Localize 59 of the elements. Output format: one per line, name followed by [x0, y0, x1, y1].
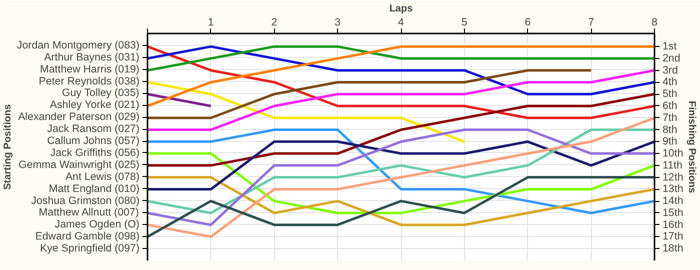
line-series	[148, 92, 654, 167]
y2-tick-label: 1st	[662, 40, 677, 53]
y2-tick-label: 6th	[662, 100, 678, 112]
line-series	[148, 45, 654, 108]
text: Starting Positions	[2, 104, 14, 190]
x-axis-title: Laps	[389, 4, 414, 14]
x-tick-label: 4	[398, 16, 404, 28]
category-label: Matthew Harris (019)	[40, 63, 140, 76]
category-label: Arthur Baynes (031)	[44, 51, 140, 64]
x-tick-label: 5	[461, 16, 468, 28]
y2-tick-label: 10th	[662, 148, 684, 160]
category-label: Peter Reynolds (038)	[38, 75, 140, 88]
y2-tick-label: 9th	[662, 136, 678, 148]
line-series	[148, 69, 654, 132]
y2-tick-label: 12th	[662, 171, 684, 184]
line-series	[148, 80, 466, 143]
line-series	[148, 69, 592, 120]
y2-tick-label: 2nd	[662, 52, 680, 64]
category-label: Matthew Allnutt (007)	[38, 206, 139, 219]
line-series	[148, 176, 654, 238]
y2-tick-label: 14th	[662, 195, 684, 208]
x-tick-label: 8	[652, 16, 658, 28]
y2-tick-label: 5th	[662, 88, 678, 100]
category-label: Matt England (010)	[48, 182, 140, 195]
x-tick-label: 6	[524, 16, 531, 28]
category-label: Edward Gamble (098)	[35, 230, 140, 243]
category-label: Ashley Yorke (021)	[50, 99, 140, 112]
y2-tick-label: 11th	[662, 159, 683, 172]
category-label: Alexander Paterson (029)	[18, 111, 140, 124]
line-series	[148, 116, 654, 238]
category-label: Callum Johns (057)	[47, 135, 140, 148]
category-label: Ant Lewis (078)	[65, 170, 140, 183]
y2-tick-label: 15th	[662, 206, 684, 219]
y2-tick-label: 3rd	[662, 64, 678, 76]
x-tick-label: 2	[271, 16, 278, 28]
category-label: James Ogden (O)	[54, 218, 140, 231]
line-series	[148, 45, 654, 96]
y2-tick-label: 8th	[662, 124, 678, 136]
category-label: Joshua Grimston (080)	[31, 194, 140, 207]
category-label: Jack Griffiths (056)	[50, 146, 140, 159]
line-series	[148, 176, 654, 226]
category-label: Jordan Montgomery (083)	[16, 39, 140, 52]
category-label: Jack Ransom (027)	[47, 123, 140, 136]
category-label: Gemma Wainwright (025)	[18, 158, 140, 171]
line-series	[148, 152, 654, 214]
x-tick-label: 1	[208, 16, 214, 28]
y2-tick-label: 13th	[662, 183, 684, 196]
line-series	[148, 45, 654, 120]
y2-tick-label: 17th	[662, 230, 684, 243]
y2-tick-label: 16th	[662, 218, 684, 231]
y2-tick-label: 4th	[662, 76, 678, 88]
x-tick-label: 7	[588, 16, 594, 28]
y2-axis-title: Finishing Positions	[686, 100, 698, 194]
line-series	[148, 140, 654, 190]
y2-tick-label: 7th	[662, 112, 678, 124]
category-label: Guy Tolley (035)	[62, 87, 140, 100]
category-label: Kye Springfield (097)	[40, 242, 140, 255]
y2-tick-label: 18th	[662, 242, 684, 255]
x-tick-label: 3	[334, 16, 341, 28]
